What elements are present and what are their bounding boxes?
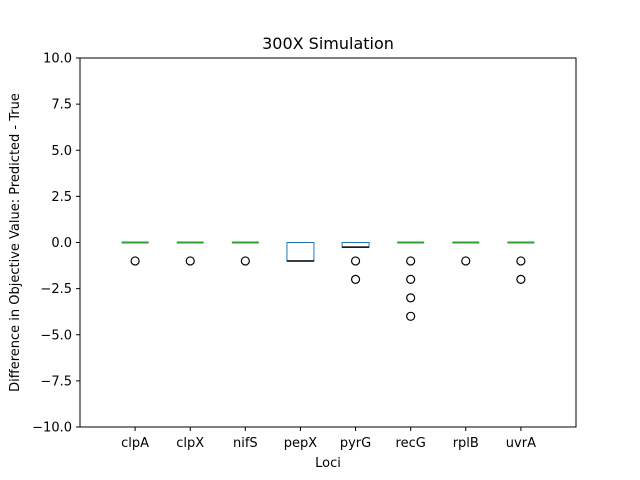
plot-frame: [79, 57, 577, 428]
y-tick-label: 7.5: [51, 98, 72, 113]
x-tick-label: clpX: [176, 436, 204, 451]
x-tick-label: nifS: [233, 436, 258, 451]
x-axis-label: Loci: [315, 456, 341, 471]
flier-recG: [406, 293, 416, 303]
y-tick-label: 5.0: [51, 144, 72, 159]
plot-area: −10.0 −7.5 −5.0 −2.5 0.0 2.5 5.0 7.5 10.0 clpA clp…: [32, 52, 536, 452]
flier-nifS: [240, 256, 250, 266]
x-tick-label: pepX: [284, 436, 318, 451]
y-tick-label: −2.5: [40, 282, 72, 297]
y-tick-label: 10.0: [43, 52, 72, 67]
flier-uvrA: [516, 274, 526, 284]
y-tick-label: 0.0: [51, 236, 72, 251]
flier-recG: [406, 311, 416, 321]
y-tick-label: 2.5: [51, 190, 72, 205]
x-tick-label: uvrA: [506, 436, 536, 451]
x-tick-label: rplB: [453, 436, 479, 451]
y-axis-label: Difference in Objective Value: Predicted…: [8, 93, 23, 392]
y-tick-label: −10.0: [32, 421, 72, 436]
flier-recG: [406, 256, 416, 266]
x-tick-label: clpA: [121, 436, 149, 451]
flier-clpA: [130, 256, 140, 266]
y-tick-label: −5.0: [40, 328, 72, 343]
flier-rplB: [461, 256, 471, 266]
x-tick-label: pyrG: [340, 436, 371, 451]
flier-clpX: [185, 256, 195, 266]
x-tick-label: recG: [396, 436, 426, 451]
y-tick-label: −7.5: [40, 374, 72, 389]
flier-pyrG: [350, 274, 361, 284]
flier-pyrG: [350, 256, 361, 266]
flier-uvrA: [516, 256, 526, 266]
flier-recG: [406, 274, 416, 284]
chart-title: 300X Simulation: [262, 34, 394, 53]
